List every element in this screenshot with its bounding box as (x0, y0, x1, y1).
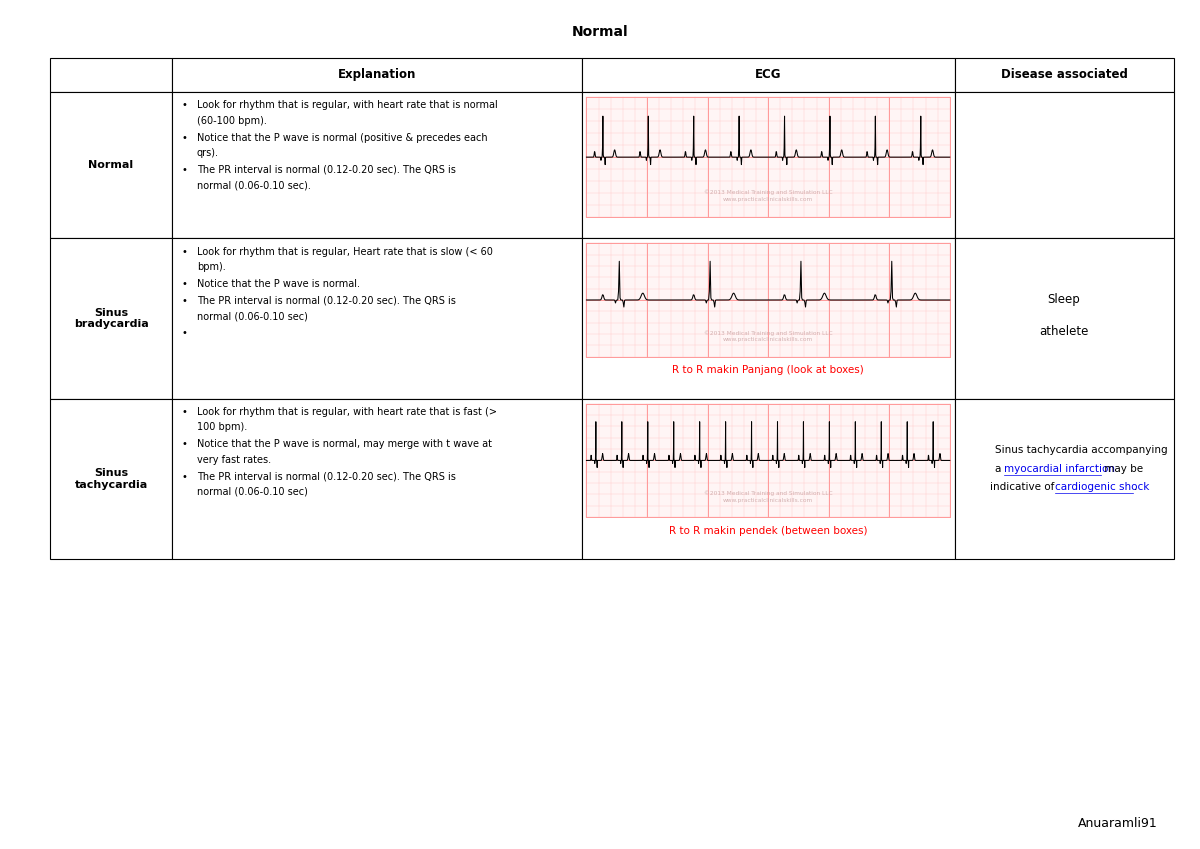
Text: •: • (181, 472, 187, 481)
Bar (50, 399, 172, 559)
Text: ©2013 Medical Training and Simulation LLC
www.practicalclinicalskills.com: ©2013 Medical Training and Simulation LL… (704, 330, 833, 342)
Text: Normal: Normal (571, 25, 629, 39)
Text: Sinus
bradycardia: Sinus bradycardia (73, 307, 149, 329)
Text: Notice that the P wave is normal, may merge with t wave at: Notice that the P wave is normal, may me… (197, 440, 492, 449)
Text: The PR interval is normal (0.12-0.20 sec). The QRS is: The PR interval is normal (0.12-0.20 sec… (197, 472, 456, 481)
Bar (582, 92, 954, 239)
Text: normal (0.06-0.10 sec).: normal (0.06-0.10 sec). (197, 180, 311, 190)
Text: Look for rhythm that is regular, with heart rate that is normal: Look for rhythm that is regular, with he… (197, 100, 498, 110)
Bar (582, 58, 954, 92)
Text: qrs).: qrs). (197, 148, 218, 158)
Text: •: • (181, 247, 187, 256)
Bar (954, 399, 1174, 559)
Text: ECG: ECG (755, 69, 781, 82)
Bar (587, 404, 949, 517)
Text: Look for rhythm that is regular, Heart rate that is slow (< 60: Look for rhythm that is regular, Heart r… (197, 247, 493, 256)
Text: •: • (181, 100, 187, 110)
Bar (582, 399, 954, 559)
Text: •: • (181, 408, 187, 417)
Text: •: • (181, 440, 187, 449)
Text: Anuaramli91: Anuaramli91 (1079, 818, 1158, 830)
Text: Explanation: Explanation (337, 69, 416, 82)
Bar (50, 92, 172, 239)
Text: The PR interval is normal (0.12-0.20 sec). The QRS is: The PR interval is normal (0.12-0.20 sec… (197, 296, 456, 306)
Text: Sinus
tachycardia: Sinus tachycardia (74, 468, 148, 490)
Bar (587, 97, 949, 217)
Text: indicative of: indicative of (990, 482, 1057, 492)
Text: bpm).: bpm). (197, 262, 226, 272)
Bar (587, 244, 949, 357)
Text: ©2013 Medical Training and Simulation LLC
www.practicalclinicalskills.com: ©2013 Medical Training and Simulation LL… (704, 491, 833, 503)
Text: .: . (1133, 482, 1136, 492)
Text: The PR interval is normal (0.12-0.20 sec). The QRS is: The PR interval is normal (0.12-0.20 sec… (197, 165, 456, 175)
Text: Disease associated: Disease associated (1001, 69, 1128, 82)
Bar (954, 92, 1174, 239)
Text: Sleep: Sleep (1048, 293, 1080, 306)
Text: very fast rates.: very fast rates. (197, 455, 271, 464)
Text: •: • (181, 132, 187, 143)
Bar (172, 92, 582, 239)
Bar (172, 399, 582, 559)
Text: •: • (181, 329, 187, 338)
Text: Notice that the P wave is normal (positive & precedes each: Notice that the P wave is normal (positi… (197, 132, 487, 143)
Text: normal (0.06-0.10 sec): normal (0.06-0.10 sec) (197, 312, 307, 321)
Text: myocardial infarction: myocardial infarction (1004, 464, 1115, 474)
Text: •: • (181, 165, 187, 175)
Bar (50, 58, 172, 92)
Text: ©2013 Medical Training and Simulation LLC
www.practicalclinicalskills.com: ©2013 Medical Training and Simulation LL… (704, 189, 833, 202)
Text: •: • (181, 279, 187, 289)
Bar (172, 239, 582, 399)
Bar (172, 58, 582, 92)
Text: Look for rhythm that is regular, with heart rate that is fast (>: Look for rhythm that is regular, with he… (197, 408, 497, 417)
Bar (954, 58, 1174, 92)
Bar (954, 239, 1174, 399)
Text: (60-100 bpm).: (60-100 bpm). (197, 115, 266, 126)
Text: may be: may be (1102, 464, 1144, 474)
Bar (50, 239, 172, 399)
Text: R to R makin Panjang (look at boxes): R to R makin Panjang (look at boxes) (672, 365, 864, 375)
Bar (582, 239, 954, 399)
Text: cardiogenic shock: cardiogenic shock (1055, 482, 1150, 492)
Text: R to R makin pendek (between boxes): R to R makin pendek (between boxes) (668, 526, 868, 536)
Text: athelete: athelete (1039, 324, 1088, 338)
Text: normal (0.06-0.10 sec): normal (0.06-0.10 sec) (197, 487, 307, 497)
Text: •: • (181, 296, 187, 306)
Text: 100 bpm).: 100 bpm). (197, 423, 247, 432)
Text: Notice that the P wave is normal.: Notice that the P wave is normal. (197, 279, 360, 289)
Text: Normal: Normal (89, 160, 133, 170)
Text: Sinus tachycardia accompanying: Sinus tachycardia accompanying (995, 445, 1168, 455)
Text: a: a (995, 464, 1004, 474)
